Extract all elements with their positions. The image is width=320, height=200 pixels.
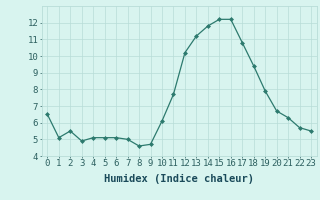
X-axis label: Humidex (Indice chaleur): Humidex (Indice chaleur) bbox=[104, 174, 254, 184]
